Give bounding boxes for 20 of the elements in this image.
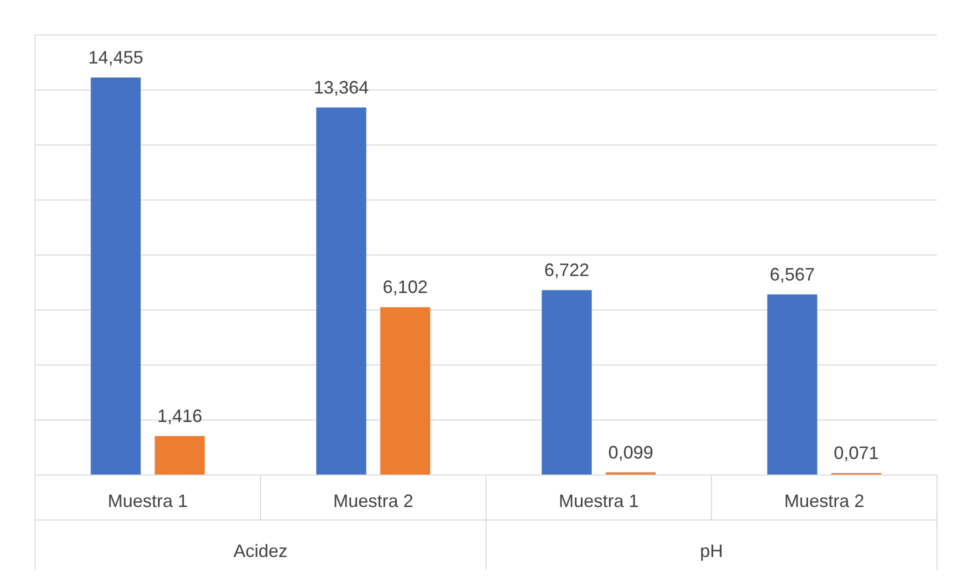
- bar: [380, 307, 430, 475]
- bar: [542, 290, 592, 475]
- x-tick-label: Muestra 1: [558, 491, 639, 511]
- data-label: 0,071: [834, 443, 879, 464]
- bar: [316, 107, 366, 475]
- bar: [767, 294, 818, 475]
- x-tick-label: Muestra 2: [333, 491, 414, 511]
- data-label: 0,099: [608, 442, 654, 462]
- text: Acidez: [233, 541, 288, 561]
- x-tick-label: Muestra 2: [784, 491, 864, 511]
- data-label: 6,567: [770, 264, 815, 284]
- bar: [90, 77, 141, 475]
- data-label: 13,364: [314, 77, 369, 98]
- x-tick-label: Muestra 1: [108, 491, 188, 511]
- bar: [154, 436, 205, 475]
- data-label: 6,102: [382, 277, 428, 298]
- data-label: 1,416: [157, 406, 202, 426]
- text: pH: [700, 541, 724, 561]
- data-label: 6,722: [544, 260, 590, 280]
- data-label: 14,455: [88, 47, 144, 68]
